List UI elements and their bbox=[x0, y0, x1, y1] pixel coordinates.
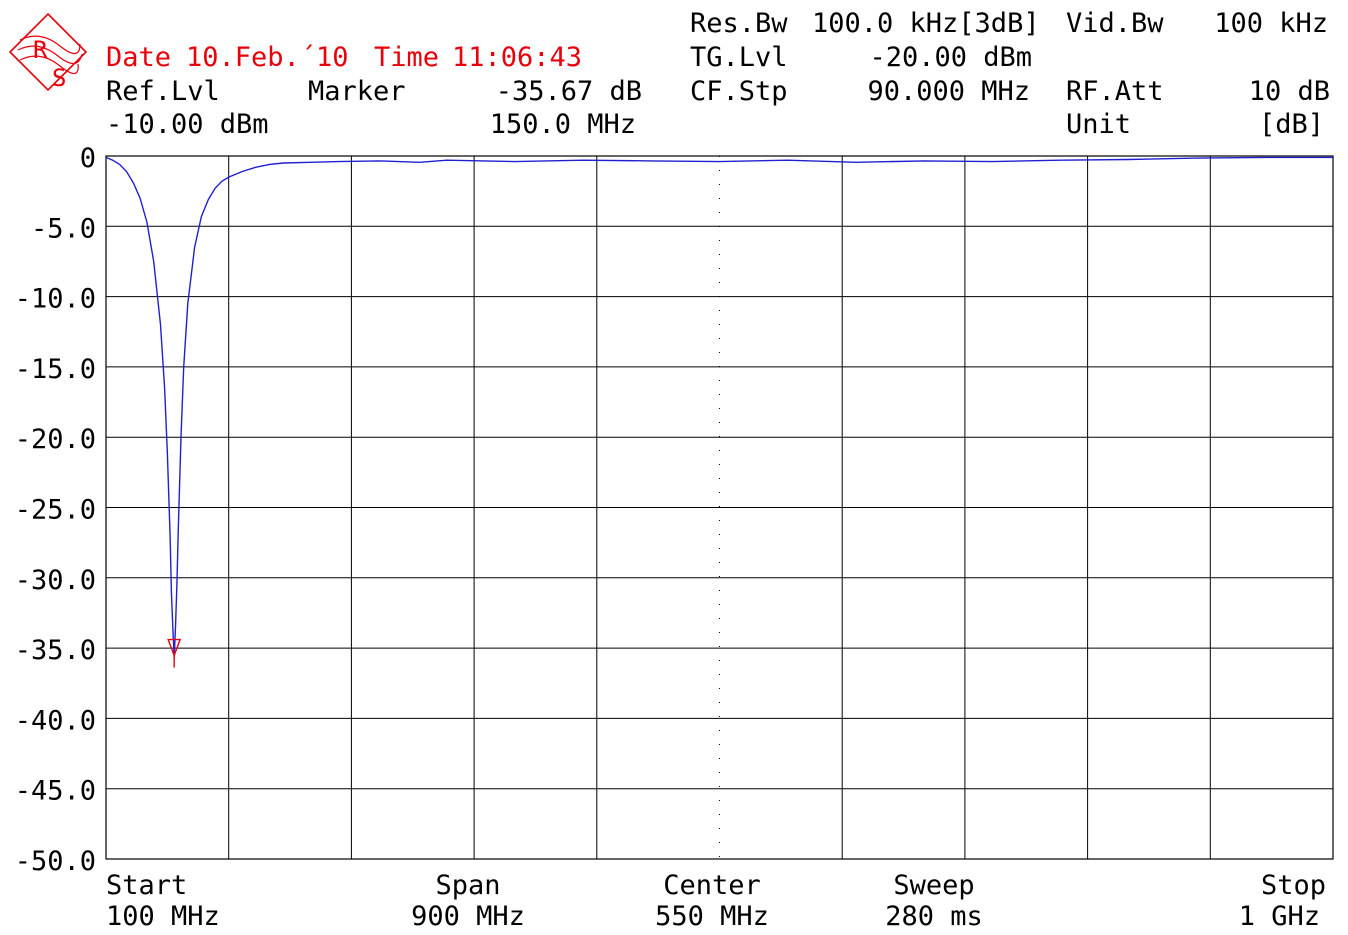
cf-stp-label: CF.Stp bbox=[690, 76, 788, 107]
plot-grid bbox=[105, 155, 1334, 860]
y-tick-label: -30.0 bbox=[15, 565, 96, 596]
y-tick-label: -15.0 bbox=[15, 354, 96, 385]
cf-stp-value: 90.000 MHz bbox=[867, 76, 1030, 107]
start-label: Start bbox=[106, 870, 187, 901]
trace-group bbox=[105, 156, 1333, 658]
span-label: Span bbox=[435, 870, 500, 901]
vid-bw-value: 100 kHz bbox=[1214, 8, 1328, 39]
center-value: 550 MHz bbox=[655, 901, 769, 932]
y-tick-label: -5.0 bbox=[31, 213, 96, 244]
y-tick-label: -10.0 bbox=[15, 284, 96, 315]
sweep-value: 280 ms bbox=[885, 901, 983, 932]
tg-lvl-value: -20.00 dBm bbox=[869, 42, 1032, 73]
vid-bw-label: Vid.Bw bbox=[1066, 8, 1164, 39]
y-tick-label: -50.0 bbox=[15, 846, 96, 877]
res-bw-label: Res.Bw bbox=[690, 8, 788, 39]
y-tick-label: -25.0 bbox=[15, 495, 96, 526]
y-tick-label: -20.0 bbox=[15, 424, 96, 455]
ref-lvl-value: -10.00 dBm bbox=[106, 109, 269, 140]
tg-lvl-label: TG.Lvl bbox=[690, 42, 788, 73]
unit-value: [dB] bbox=[1259, 109, 1324, 140]
date-value: 10.Feb.´10 bbox=[186, 42, 349, 73]
unit-label: Unit bbox=[1066, 109, 1131, 140]
y-tick-label: -40.0 bbox=[15, 705, 96, 736]
rf-att-label: RF.Att bbox=[1066, 76, 1164, 107]
time-value: 11:06:43 bbox=[452, 42, 582, 73]
marker-group bbox=[167, 638, 182, 668]
logo-letter-s: S bbox=[52, 64, 66, 92]
sweep-label: Sweep bbox=[893, 870, 974, 901]
stop-value: 1 GHz bbox=[1239, 901, 1320, 932]
rohde-schwarz-logo: R S bbox=[8, 12, 88, 92]
stop-label: Stop bbox=[1261, 870, 1326, 901]
trace-line bbox=[105, 156, 1333, 658]
time-label: Time bbox=[374, 42, 439, 73]
marker-triangle bbox=[167, 638, 182, 658]
marker-label: Marker bbox=[308, 76, 406, 107]
res-bw-value: 100.0 kHz[3dB] bbox=[812, 8, 1040, 39]
logo-letter-r: R bbox=[33, 36, 48, 64]
rf-att-value: 10 dB bbox=[1249, 76, 1330, 107]
marker-frequency: 150.0 MHz bbox=[490, 109, 636, 140]
center-label: Center bbox=[663, 870, 761, 901]
y-tick-label: -45.0 bbox=[15, 776, 96, 807]
marker-level: -35.67 dB bbox=[496, 76, 642, 107]
start-value: 100 MHz bbox=[106, 901, 220, 932]
y-tick-label: 0 bbox=[80, 143, 96, 174]
span-value: 900 MHz bbox=[411, 901, 525, 932]
date-label: Date bbox=[106, 42, 171, 73]
y-tick-labels: 0 -5.0 -10.0 -15.0 -20.0 -25.0 -30.0 -35.0 -40.0… bbox=[15, 143, 96, 877]
y-tick-label: -35.0 bbox=[15, 635, 96, 666]
ref-lvl-label: Ref.Lvl bbox=[106, 76, 220, 107]
